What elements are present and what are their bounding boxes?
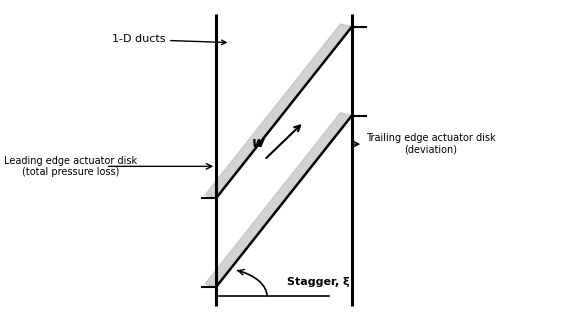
Text: Leading edge actuator disk
(total pressure loss): Leading edge actuator disk (total pressu… — [4, 156, 137, 177]
Polygon shape — [205, 113, 352, 287]
Text: 1-D ducts: 1-D ducts — [111, 35, 226, 44]
Text: Stagger, ξ: Stagger, ξ — [287, 277, 349, 287]
Text: Trailing edge actuator disk
(deviation): Trailing edge actuator disk (deviation) — [366, 133, 496, 155]
Text: w: w — [252, 136, 265, 149]
Polygon shape — [205, 24, 352, 198]
